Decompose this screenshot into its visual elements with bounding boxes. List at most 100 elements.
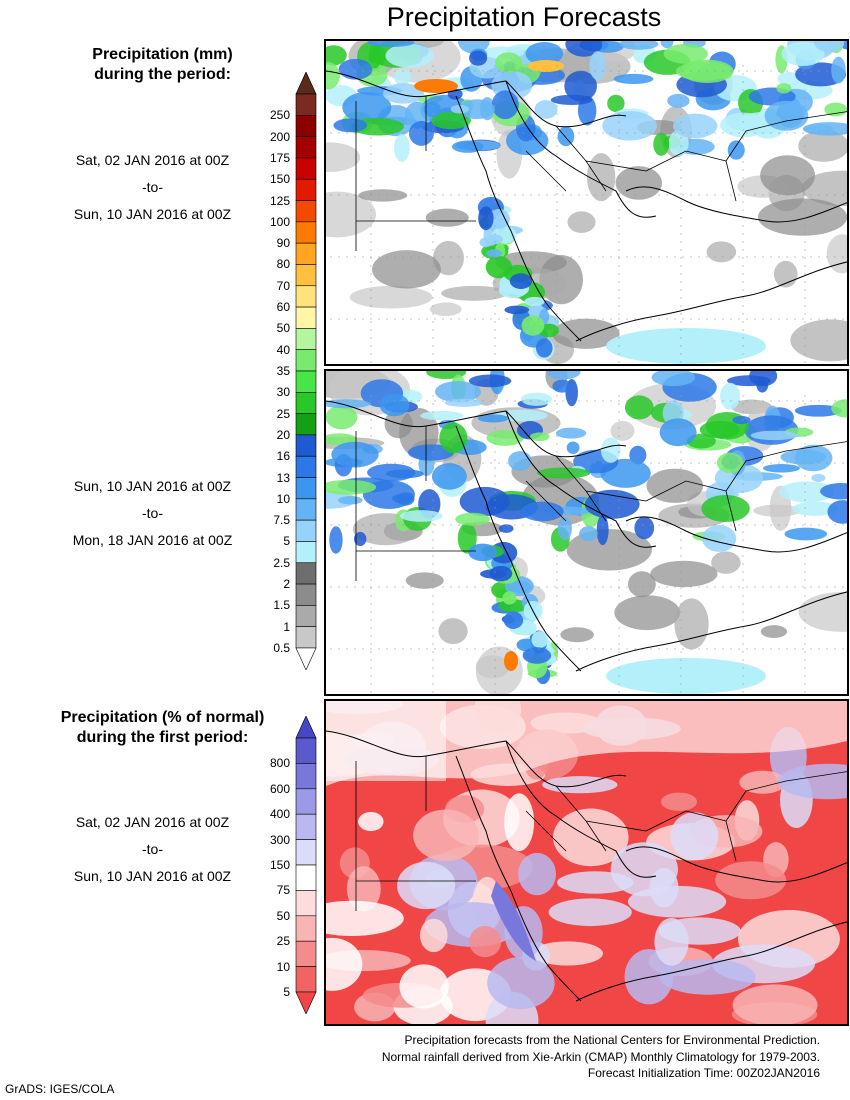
mm-legend-label: 175 xyxy=(269,150,290,165)
mm-legend-label: 0.5 xyxy=(273,641,290,655)
pct-legend-label: 400 xyxy=(269,807,290,822)
mm-legend-label: 50 xyxy=(276,321,290,336)
pct-legend-swatch xyxy=(295,915,317,942)
page-title: Precipitation Forecasts xyxy=(386,2,662,32)
mm-legend-swatch xyxy=(295,541,317,564)
mm-legend-label: 150 xyxy=(269,172,290,187)
footer-line1: Precipitation forecasts from the Nationa… xyxy=(404,1033,820,1047)
mm-legend-label: 5 xyxy=(283,534,290,549)
mm-legend-label: 200 xyxy=(269,129,290,144)
mm-legend-label: 7.5 xyxy=(273,513,290,528)
pct-legend-label: 150 xyxy=(269,858,290,872)
mm-legend-swatch xyxy=(295,519,317,542)
grads-credit: GrADS: IGES/COLA xyxy=(5,1082,115,1096)
mm-legend-bottom-cap xyxy=(295,647,317,670)
mm-legend-label: 10 xyxy=(276,491,290,506)
period-c-start: Sat, 02 JAN 2016 at 00Z xyxy=(75,814,230,830)
mm-legend-swatch xyxy=(295,434,317,457)
mm-legend-swatch xyxy=(295,285,317,308)
mm-legend-swatch xyxy=(295,583,317,606)
period-b-sep: -to- xyxy=(142,505,163,521)
pct-heading: Precipitation (% of normal) during the f… xyxy=(20,708,305,748)
mm-legend-swatch xyxy=(295,264,317,287)
mm-legend-label: 70 xyxy=(276,278,290,293)
pct-legend-label: 600 xyxy=(269,781,290,796)
week2-precip-map xyxy=(324,369,849,696)
mm-legend-label: 90 xyxy=(276,236,290,251)
mm-legend-swatch xyxy=(295,221,317,244)
pct-legend-swatch xyxy=(295,788,317,815)
mm-legend-label: 60 xyxy=(276,300,290,315)
mm-legend-swatch xyxy=(295,477,317,500)
pct-legend-swatch xyxy=(295,864,317,891)
pct-legend-label: 5 xyxy=(283,985,290,999)
mm-legend-label: 250 xyxy=(269,108,290,123)
mm-legend-label: 2 xyxy=(283,577,290,592)
mm-legend-label: 1 xyxy=(283,619,290,634)
period-a-start: Sat, 02 JAN 2016 at 00Z xyxy=(75,152,230,168)
mm-legend-top-cap xyxy=(295,72,317,95)
pct-colorbar-legend: 800 600 400 300 150 75 50 25 10 5 xyxy=(250,716,320,1014)
mm-legend-swatch xyxy=(295,349,317,372)
pct-legend-label: 25 xyxy=(276,934,290,949)
period-a-end: Sun, 10 JAN 2016 at 00Z xyxy=(73,206,232,222)
mm-legend-label: 1.5 xyxy=(273,598,290,613)
mm-legend-label: 25 xyxy=(276,406,290,421)
period-c-end: Sun, 10 JAN 2016 at 00Z xyxy=(73,868,232,884)
mm-legend-swatch xyxy=(295,178,317,201)
mm-legend-swatch xyxy=(295,562,317,585)
mm-legend-label: 80 xyxy=(276,257,290,272)
period-b-start: Sun, 10 JAN 2016 at 00Z xyxy=(73,478,232,494)
mm-legend-swatch xyxy=(295,370,317,393)
mm-legend-label: 125 xyxy=(269,193,290,208)
mm-legend-swatch xyxy=(295,328,317,350)
pct-legend-swatch xyxy=(295,890,317,917)
mm-heading: Precipitation (mm) during the period: xyxy=(40,45,285,85)
pct-heading-line2: during the first period: xyxy=(76,729,249,746)
pct-legend-label: 10 xyxy=(276,959,290,974)
pct-legend-swatch xyxy=(295,839,317,866)
mm-legend-swatch xyxy=(295,498,317,521)
mm-legend-swatch xyxy=(295,413,317,436)
mm-heading-line1: Precipitation (mm) xyxy=(92,46,233,63)
mm-legend-swatch xyxy=(295,392,317,414)
pct-legend-label: 300 xyxy=(269,832,290,847)
week1-precip-map xyxy=(324,39,849,366)
footer-line2: Normal rainfall derived from Xie-Arkin (… xyxy=(381,1049,820,1064)
mm-colorbar-legend: 250 200 175 150 125 100 90 80 70 60 50 40 35 30 25 20 16… xyxy=(250,72,320,670)
pct-legend-label: 75 xyxy=(276,883,290,898)
mm-legend-swatch xyxy=(295,242,317,265)
mm-legend-label: 2.5 xyxy=(273,555,290,570)
pct-legend-label: 800 xyxy=(269,756,290,771)
mm-legend-swatch xyxy=(295,93,317,116)
mm-legend-label: 20 xyxy=(276,427,290,442)
mm-legend-swatch xyxy=(295,136,317,159)
pct-heading-line1: Precipitation (% of normal) xyxy=(60,709,265,726)
pct-legend-swatch xyxy=(295,940,317,967)
mm-legend-swatch xyxy=(295,115,317,137)
mm-legend-swatch xyxy=(295,306,317,329)
mm-legend-label: 30 xyxy=(276,385,290,400)
mm-legend-swatch xyxy=(295,157,317,180)
period-c-sep: -to- xyxy=(142,841,163,857)
mm-heading-line2: during the period: xyxy=(94,66,231,83)
mm-legend-swatch xyxy=(295,626,317,649)
pct-legend-label: 50 xyxy=(276,908,290,923)
pct-legend-bottom-cap xyxy=(295,991,317,1014)
period-b-end: Mon, 18 JAN 2016 at 00Z xyxy=(72,532,233,548)
mm-legend-label: 13 xyxy=(276,470,290,485)
mm-legend-label: 35 xyxy=(276,364,290,378)
mm-legend-label: 16 xyxy=(276,449,290,464)
mm-legend-swatch xyxy=(295,605,317,627)
period-b: Sun, 10 JAN 2016 at 00Z -to- Mon, 18 JAN… xyxy=(40,477,265,558)
period-a-sep: -to- xyxy=(142,179,163,195)
pct-legend-swatch xyxy=(295,966,317,993)
mm-legend-label: 100 xyxy=(269,214,290,229)
period-c: Sat, 02 JAN 2016 at 00Z -to- Sun, 10 JAN… xyxy=(40,813,265,894)
pct-legend-swatch xyxy=(295,813,317,840)
mm-legend-label: 40 xyxy=(276,342,290,357)
mm-legend-swatch xyxy=(295,455,317,478)
percent-normal-map xyxy=(324,699,849,1026)
period-a: Sat, 02 JAN 2016 at 00Z -to- Sun, 10 JAN… xyxy=(40,151,265,232)
pct-legend-swatch xyxy=(295,737,317,764)
